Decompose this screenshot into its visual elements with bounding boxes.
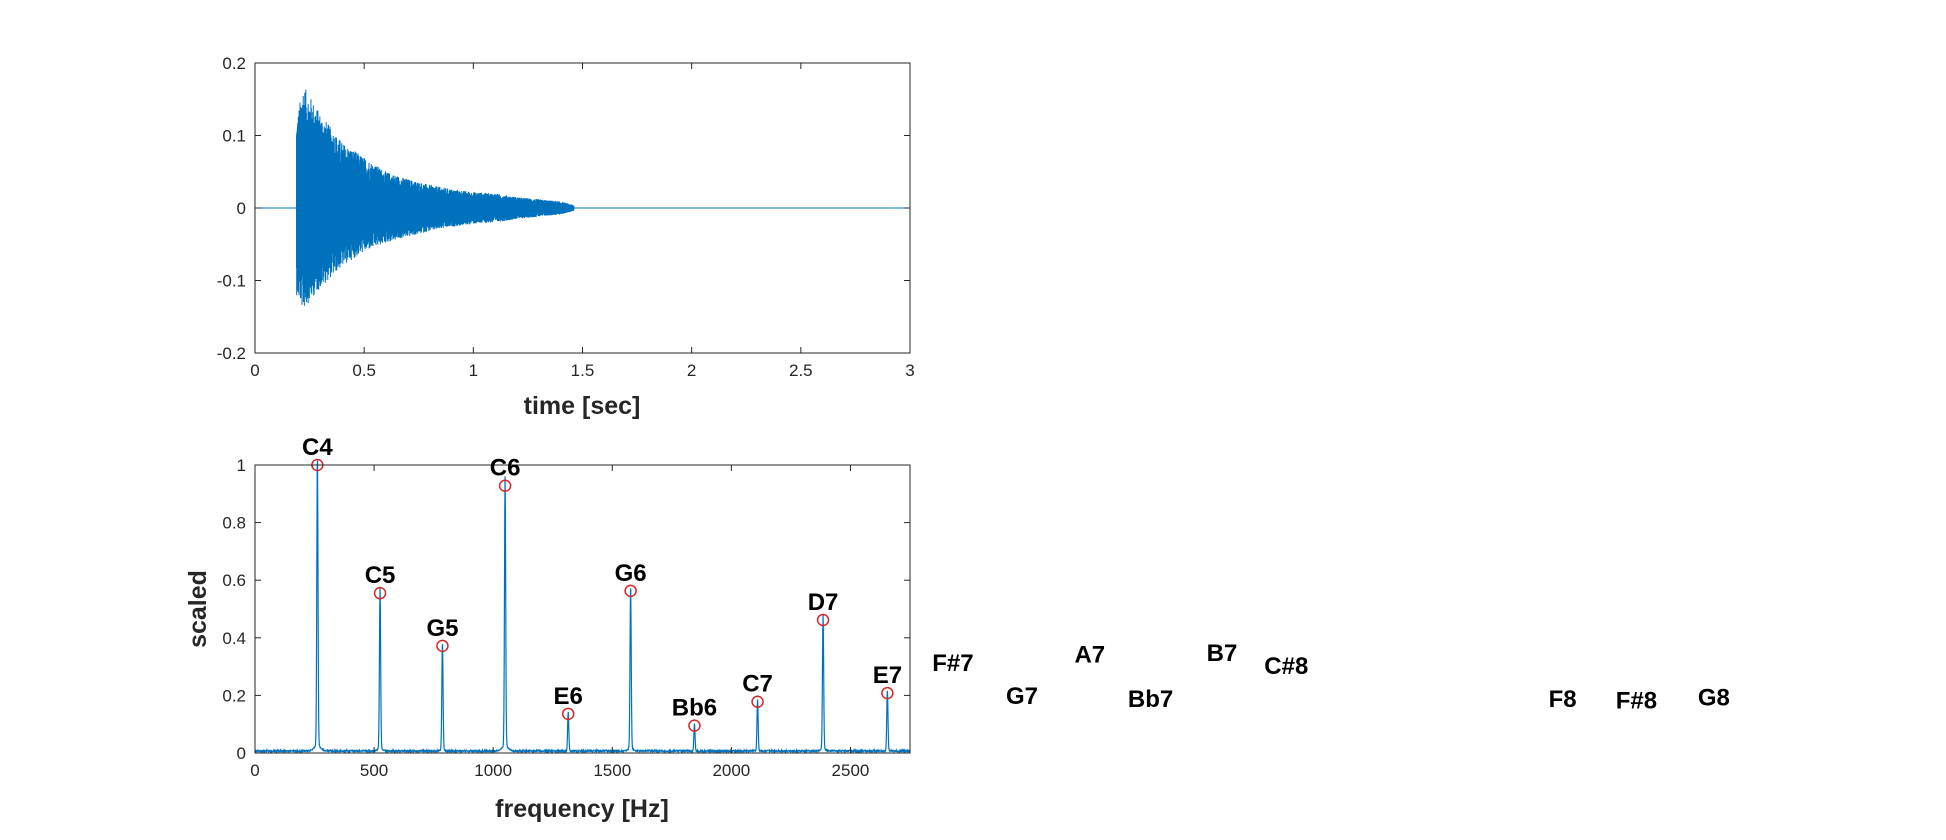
waveform-x-tick-label: 2.5: [789, 361, 813, 380]
waveform-x-tick-label: 0.5: [352, 361, 376, 380]
waveform-x-tick-label: 0: [250, 361, 259, 380]
peak-note-labels: C4 C5 G5 C6 E6 G6 Bb6 C7 D7 E7 F#7 G7 A7 Bb7 B7 C#8 F8 F#…: [302, 434, 1730, 722]
waveform-x-tick-label: 3: [905, 361, 914, 380]
waveform-x-tick-label: 1: [469, 361, 478, 380]
waveform-x-ticks: 0 0.5 1 1.5 2 2.5 3: [250, 63, 915, 380]
note-label-e7: E7: [873, 662, 902, 689]
peak-marker-e7: [881, 686, 894, 700]
spectrum-y-axis-label: scaled: [184, 570, 212, 648]
peak-marker-e6: [561, 707, 575, 721]
peak-marker-c5: [373, 586, 387, 600]
note-label-g7: G7: [1006, 683, 1038, 710]
spectrum-y-tick-label: 0.2: [222, 686, 246, 705]
note-label-a7: A7: [1074, 641, 1105, 668]
note-label-g6: G6: [615, 560, 647, 587]
spectrum-y-tick-label: 0.8: [222, 514, 246, 533]
waveform-y-tick-label: -0.1: [217, 272, 246, 291]
spectrum-x-tick-label: 2000: [712, 761, 750, 780]
spectrum-axes-box: [254, 464, 911, 754]
waveform-signal: [255, 89, 910, 306]
waveform-x-axis-label: time [sec]: [524, 392, 641, 420]
peak-marker-bb6: [688, 719, 701, 732]
peak-marker-g5: [436, 639, 449, 653]
note-label-bb6: Bb6: [672, 695, 717, 722]
spectrum-x-ticks: 0 500 1000 1500 2000 2500: [250, 465, 869, 780]
peak-marker-c7: [751, 695, 764, 708]
note-label-g5: G5: [426, 615, 458, 642]
spectrum-x-tick-label: 0: [250, 761, 259, 780]
note-label-fsharp8: F#8: [1616, 687, 1657, 714]
note-label-e6: E6: [554, 683, 583, 710]
note-label-c4: C4: [302, 434, 333, 461]
spectrum-subplot: 0 500 1000 1500 2000 2500 0 0.2 0.4 0.6 0.8 1 freq…: [184, 434, 1730, 823]
spectrum-plot-area: [254, 460, 911, 755]
peak-marker-c6: [498, 479, 512, 492]
waveform-y-ticks: -0.2 -0.1 0 0.1 0.2: [217, 54, 910, 363]
waveform-subplot: 0 0.5 1 1.5 2 2.5 3 -0.2 -0.1 0 0.1 0.2 time [sec]: [217, 54, 915, 420]
note-label-f8: F8: [1549, 686, 1577, 713]
note-label-csharp8: C#8: [1264, 653, 1308, 680]
waveform-y-tick-label: 0.1: [222, 127, 246, 146]
peak-marker-g6: [624, 584, 637, 598]
spectrum-y-tick-label: 0.6: [222, 571, 246, 590]
note-label-bb7: Bb7: [1128, 686, 1173, 713]
waveform-y-tick-label: -0.2: [217, 344, 246, 363]
spectrum-peak-markers: [311, 458, 894, 732]
peak-marker-d7: [816, 613, 830, 627]
waveform-y-tick-label: 0.2: [222, 54, 246, 73]
spectrum-y-tick-label: 0: [237, 744, 246, 763]
spectrum-axes-background: [255, 465, 910, 753]
note-label-b7: B7: [1207, 640, 1238, 667]
spectrum-y-tick-label: 1: [237, 456, 246, 475]
spectrum-line: [254, 460, 911, 755]
waveform-x-tick-label: 2: [687, 361, 696, 380]
note-label-c7: C7: [742, 671, 773, 698]
waveform-y-tick-label: 0: [237, 199, 246, 218]
spectrum-y-ticks: 0 0.2 0.4 0.6 0.8 1: [222, 456, 910, 763]
spectrum-x-tick-label: 1000: [474, 761, 512, 780]
spectrum-x-axis-label: frequency [Hz]: [495, 795, 669, 823]
spectrum-x-tick-label: 1500: [593, 761, 631, 780]
waveform-trace: [295, 89, 575, 306]
spectrum-x-tick-label: 2500: [832, 761, 870, 780]
note-label-c6: C6: [490, 455, 521, 482]
waveform-x-tick-label: 1.5: [571, 361, 595, 380]
note-label-c5: C5: [365, 562, 396, 589]
note-label-g8: G8: [1698, 685, 1730, 712]
spectrum-y-tick-label: 0.4: [222, 629, 246, 648]
spectrum-x-tick-label: 500: [360, 761, 388, 780]
note-label-fsharp7: F#7: [932, 650, 973, 677]
note-label-d7: D7: [808, 589, 839, 616]
